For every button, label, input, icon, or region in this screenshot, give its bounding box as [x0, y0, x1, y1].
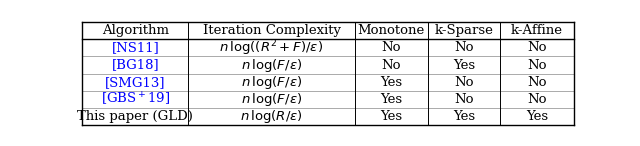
Text: Yes: Yes	[526, 110, 548, 123]
Text: No: No	[381, 59, 401, 72]
Text: Yes: Yes	[380, 76, 403, 89]
Text: Yes: Yes	[380, 93, 403, 106]
Text: No: No	[454, 93, 474, 106]
Text: Yes: Yes	[453, 110, 475, 123]
Text: Algorithm: Algorithm	[102, 24, 169, 37]
Text: k-Affine: k-Affine	[511, 24, 563, 37]
Text: $n\,\log(F/\epsilon)$: $n\,\log(F/\epsilon)$	[241, 91, 302, 108]
Text: [GBS$^+$19]: [GBS$^+$19]	[100, 91, 170, 108]
Text: [NS11]: [NS11]	[111, 41, 159, 54]
Text: Yes: Yes	[380, 110, 403, 123]
Text: $n\,\log((R^2+F)/\epsilon)$: $n\,\log((R^2+F)/\epsilon)$	[220, 38, 324, 58]
Text: $n\,\log(F/\epsilon)$: $n\,\log(F/\epsilon)$	[241, 74, 302, 91]
Text: Yes: Yes	[453, 59, 475, 72]
Text: Iteration Complexity: Iteration Complexity	[202, 24, 340, 37]
Text: This paper (GLD): This paper (GLD)	[77, 110, 193, 123]
Text: No: No	[454, 76, 474, 89]
Text: No: No	[527, 93, 547, 106]
Text: [SMG13]: [SMG13]	[105, 76, 166, 89]
Text: No: No	[527, 59, 547, 72]
Text: $n\,\log(F/\epsilon)$: $n\,\log(F/\epsilon)$	[241, 57, 302, 74]
Text: Monotone: Monotone	[358, 24, 425, 37]
Text: No: No	[527, 76, 547, 89]
Text: [BG18]: [BG18]	[111, 59, 159, 72]
Text: No: No	[454, 41, 474, 54]
Text: No: No	[527, 41, 547, 54]
Text: No: No	[381, 41, 401, 54]
Text: $n\,\log(R/\epsilon)$: $n\,\log(R/\epsilon)$	[240, 108, 303, 125]
Text: k-Sparse: k-Sparse	[435, 24, 493, 37]
